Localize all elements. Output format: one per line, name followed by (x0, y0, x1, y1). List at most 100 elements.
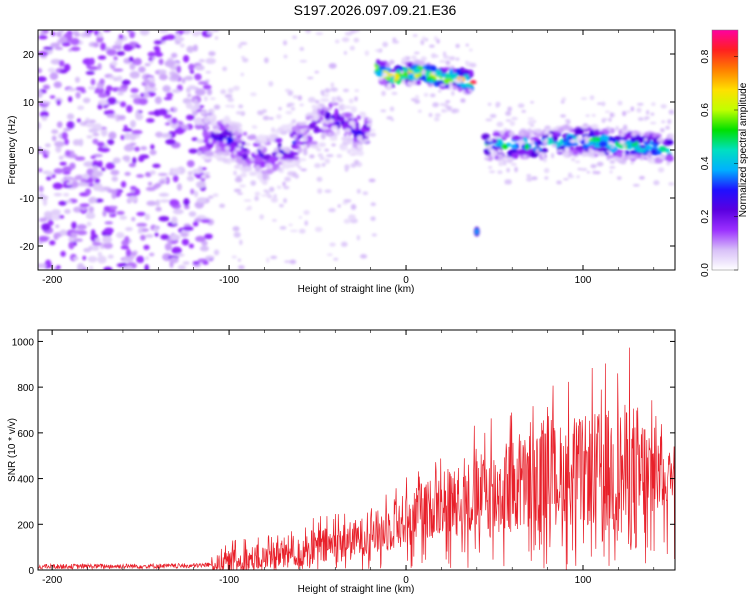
noise-blob (64, 138, 70, 145)
noise-blob (51, 135, 57, 142)
wavy-band-halo (353, 159, 360, 166)
noise-blob (122, 35, 128, 41)
right-band-mark (572, 149, 580, 156)
noise-blob (116, 232, 125, 239)
upper-segment-halo (460, 98, 466, 103)
noise-blob (88, 119, 96, 123)
noise-blob (92, 183, 103, 191)
noise-blob (46, 176, 52, 181)
right-band-mark (666, 154, 674, 162)
right-band-halo (668, 182, 675, 186)
right-band-halo (507, 106, 513, 112)
right-band-halo (604, 110, 611, 114)
noise-blob (162, 85, 171, 93)
noise-blob (158, 215, 170, 222)
noise-blob (85, 188, 92, 196)
noise-blob (113, 56, 118, 61)
wavy-band-mark (241, 153, 249, 161)
noise-blob (105, 162, 115, 170)
upper-segment-halo (412, 79, 417, 83)
noise-blob (171, 89, 181, 94)
noise-blob (74, 156, 86, 161)
noise-blob (41, 101, 51, 105)
noise-blob (158, 30, 169, 33)
noise-blob (55, 145, 62, 153)
noise-blob (144, 63, 151, 67)
noise-blob (72, 30, 79, 35)
noise-blob (154, 96, 162, 105)
right-band-halo (615, 125, 620, 131)
noise-blob (77, 105, 85, 111)
wavy-band-halo (235, 111, 243, 115)
right-band-halo (639, 132, 645, 136)
noise-blob (159, 73, 168, 81)
noise-blob (144, 255, 150, 261)
right-band-mark (603, 130, 610, 135)
right-band-halo (610, 146, 615, 149)
right-band-halo (520, 131, 524, 136)
right-band-halo (486, 145, 492, 150)
wavy-band-halo (330, 125, 338, 130)
right-band-halo (487, 102, 492, 106)
faint-noise-blob (279, 203, 284, 208)
right-band-mark (581, 151, 588, 157)
noise-blob (104, 221, 114, 225)
faint-noise-blob (242, 57, 249, 63)
noise-blob (86, 221, 92, 227)
faint-noise-blob (356, 234, 361, 241)
right-band-halo (560, 114, 566, 118)
noise-blob (59, 161, 67, 166)
noise-blob (177, 265, 187, 270)
right-band-halo (590, 164, 597, 169)
noise-blob (120, 134, 125, 141)
upper-segment-halo (448, 82, 453, 86)
upper-segment-halo (430, 53, 437, 59)
wavy-band-halo (278, 106, 282, 111)
noise-blob (105, 85, 113, 92)
wavy-band-halo (324, 148, 329, 152)
noise-blob (59, 36, 68, 44)
noise-blob (145, 118, 155, 123)
noise-blob (98, 92, 108, 99)
noise-blob (111, 191, 117, 200)
upper-segment-mark (449, 68, 454, 75)
right-band-halo (565, 148, 570, 151)
faint-noise-blob (353, 37, 360, 43)
faint-noise-blob (219, 203, 226, 208)
noise-blob (87, 255, 98, 263)
noise-blob (77, 182, 87, 187)
wavy-band-halo (238, 142, 243, 148)
noise-blob (124, 171, 131, 176)
noise-blob (106, 49, 117, 56)
upper-segment-halo (423, 92, 429, 97)
snr-x-tick-label: -100 (219, 575, 239, 586)
faint-noise-blob (337, 204, 341, 208)
right-band-halo (488, 149, 495, 152)
wavy-band-halo (342, 140, 350, 143)
wavy-band-halo (251, 125, 257, 128)
faint-noise-blob (237, 44, 243, 49)
right-band-halo (497, 170, 503, 175)
wavy-band-halo (267, 194, 273, 199)
noise-blob (156, 132, 162, 138)
faint-noise-blob (341, 37, 350, 43)
right-band-halo (617, 100, 623, 106)
right-band-halo (631, 155, 635, 160)
upper-segment-halo (467, 89, 473, 92)
noise-blob (158, 192, 170, 197)
noise-blob (159, 199, 170, 203)
right-band-halo (609, 112, 614, 118)
noise-blob (135, 111, 141, 118)
wavy-band-mark (291, 126, 300, 132)
noise-blob (112, 157, 121, 164)
faint-noise-blob (234, 177, 243, 183)
wavy-band-mark (242, 165, 253, 172)
noise-blob (175, 253, 185, 257)
colorbar-frame (711, 29, 739, 271)
faint-noise-blob (307, 76, 314, 80)
noise-blob (102, 210, 107, 217)
noise-blob (70, 37, 80, 46)
noise-blob (140, 234, 146, 241)
right-band-halo (594, 171, 601, 175)
faint-noise-blob (314, 226, 323, 233)
